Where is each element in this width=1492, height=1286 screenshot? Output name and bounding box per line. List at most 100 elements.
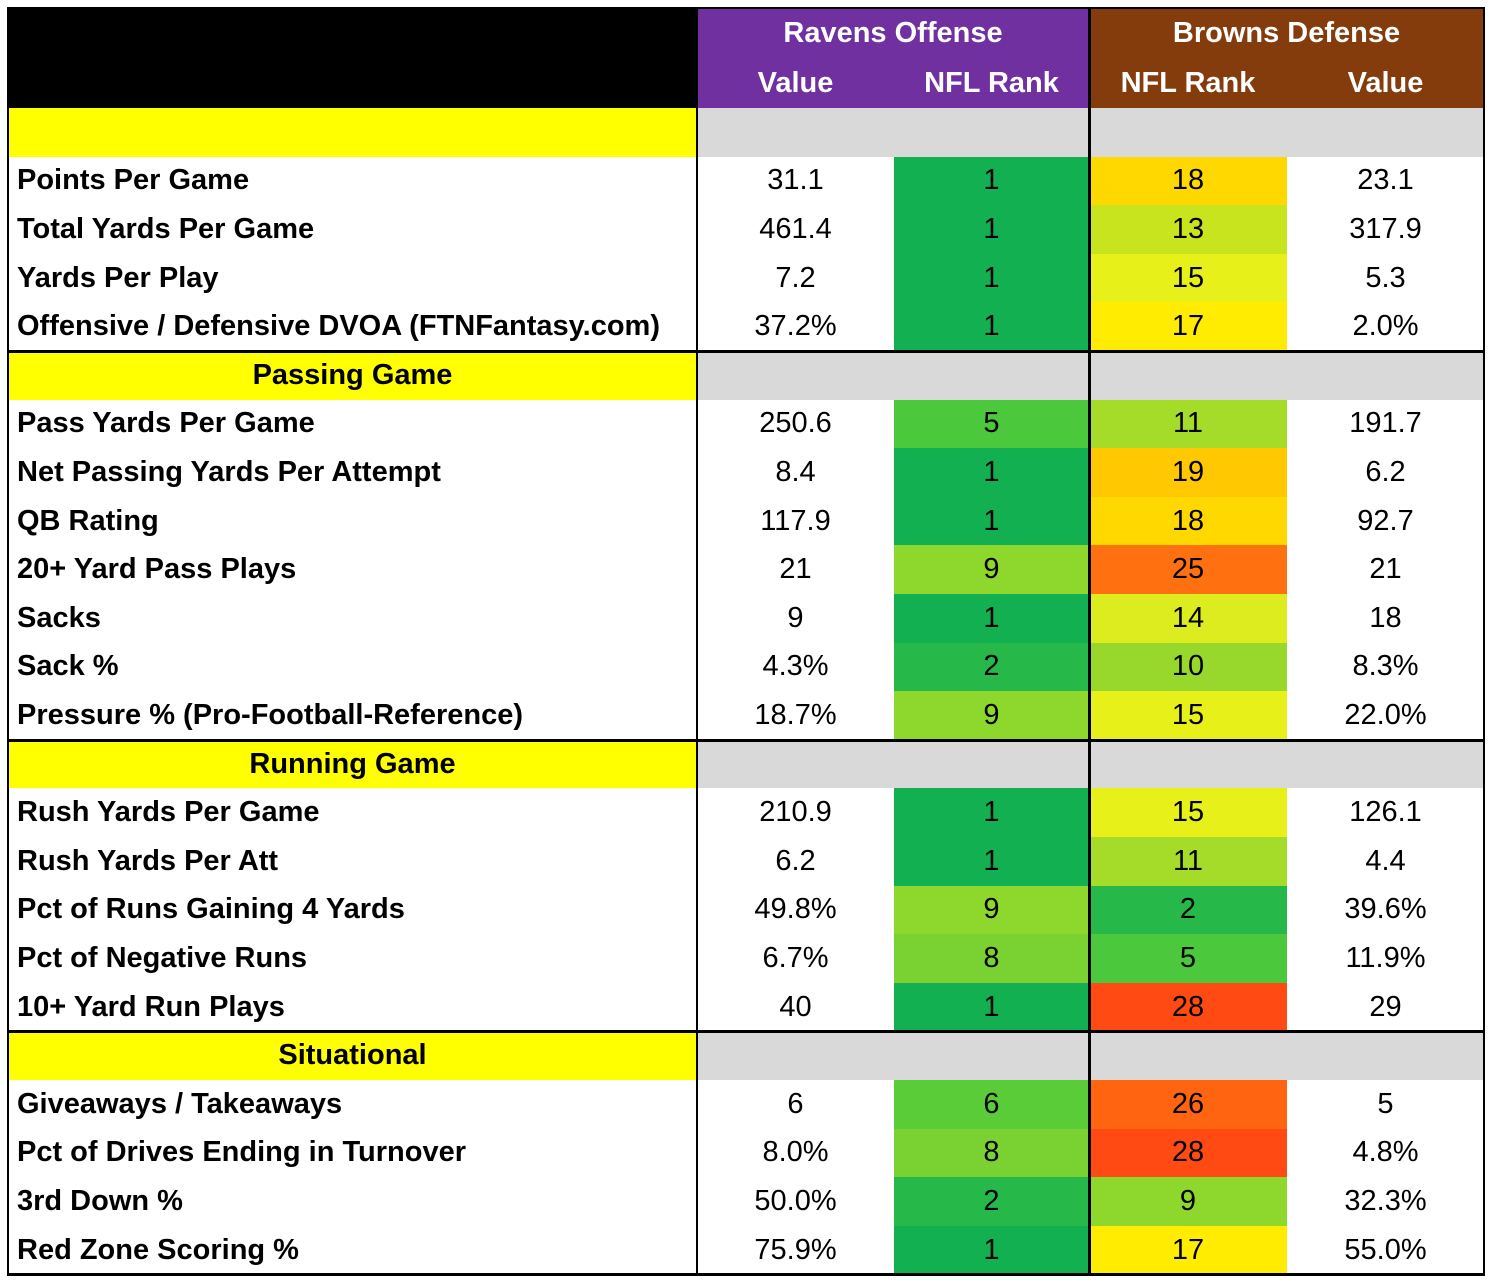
- offense-rank: 1: [894, 205, 1089, 254]
- defense-value: 55.0%: [1344, 1233, 1427, 1266]
- defense-value: 39.6%: [1344, 893, 1427, 926]
- defense-value: 23.1: [1357, 164, 1414, 197]
- offense-value: 6.2: [775, 844, 816, 877]
- offense-rank: 8: [894, 934, 1089, 983]
- offense-value-header: Value: [757, 66, 834, 99]
- offense-value: 6: [787, 1087, 804, 1120]
- defense-rank: 13: [1089, 205, 1287, 254]
- offense-value: 117.9: [760, 504, 831, 537]
- defense-value: 317.9: [1349, 212, 1422, 245]
- offense-value: 21: [779, 553, 812, 586]
- offense-title: Ravens Offense: [783, 16, 1003, 49]
- offense-value: 9: [787, 601, 804, 634]
- defense-rank: 15: [1089, 691, 1287, 740]
- defense-value: 92.7: [1357, 504, 1414, 537]
- defense-rank: 28: [1089, 982, 1287, 1032]
- defense-value: 2.0%: [1352, 310, 1419, 343]
- defense-rank: 15: [1089, 253, 1287, 303]
- section-title: [8, 108, 697, 157]
- offense-rank: 8: [894, 1128, 1089, 1178]
- defense-value: 5: [1377, 1087, 1394, 1120]
- defense-value: 4.8%: [1352, 1136, 1419, 1169]
- offense-value: 8.0%: [762, 1136, 829, 1169]
- offense-rank: 1: [894, 448, 1089, 497]
- offense-value: 49.8%: [754, 893, 837, 926]
- stat-label: Sack %: [17, 650, 119, 683]
- section-divider: [7, 738, 1485, 742]
- defense-value: 8.3%: [1352, 650, 1419, 683]
- offense-value: 37.2%: [754, 310, 837, 343]
- stat-label: Points Per Game: [17, 164, 250, 197]
- offense-value: 75.9%: [754, 1233, 837, 1266]
- table-border-bottom: [7, 1273, 1485, 1277]
- offense-value: 4.3%: [762, 650, 829, 683]
- defense-rank: 15: [1089, 788, 1287, 837]
- offense-value: 7.2: [775, 261, 816, 294]
- defense-rank: 10: [1089, 642, 1287, 692]
- defense-value: 22.0%: [1344, 698, 1427, 731]
- defense-rank: 11: [1089, 837, 1287, 886]
- offense-rank: 1: [894, 837, 1089, 886]
- offense-value: 50.0%: [754, 1184, 837, 1217]
- stat-label: Rush Yards Per Game: [17, 796, 320, 829]
- offense-rank: 2: [894, 642, 1089, 692]
- offense-value: 210.9: [759, 796, 832, 829]
- table-border-left: [7, 7, 9, 1276]
- stat-label: 10+ Yard Run Plays: [17, 990, 285, 1023]
- stat-label: Yards Per Play: [17, 261, 219, 294]
- defense-rank: 17: [1089, 1225, 1287, 1275]
- defense-rank: 25: [1089, 545, 1287, 594]
- offense-rank: 1: [894, 253, 1089, 303]
- defense-value: 11.9%: [1345, 941, 1426, 974]
- section-title: Situational: [8, 1031, 697, 1080]
- offense-rank: 9: [894, 545, 1089, 594]
- offense-rank: 1: [894, 302, 1089, 351]
- stat-label: Pass Yards Per Game: [17, 407, 315, 440]
- defense-rank: 11: [1089, 399, 1287, 449]
- offense-rank: 5: [894, 399, 1089, 449]
- defense-rank: 9: [1089, 1177, 1287, 1226]
- defense-value: 29: [1369, 990, 1402, 1023]
- defense-value: 4.4: [1365, 844, 1406, 877]
- header-corner: [8, 8, 697, 108]
- section-title: Running Game: [8, 739, 697, 789]
- offense-value: 40: [779, 990, 812, 1023]
- defense-value: 18: [1369, 601, 1402, 634]
- column-divider: [696, 7, 698, 1276]
- offense-header-bg: [697, 8, 1089, 108]
- offense-rank: 1: [894, 594, 1089, 643]
- defense-rank-header: NFL Rank: [1120, 66, 1256, 99]
- stat-label: Pressure % (Pro-Football-Reference): [17, 698, 524, 731]
- offense-rank: 1: [894, 1225, 1089, 1275]
- stat-label: Giveaways / Takeaways: [17, 1087, 343, 1120]
- defense-rank: 5: [1089, 934, 1287, 983]
- defense-value: 21: [1369, 553, 1402, 586]
- defense-rank: 26: [1089, 1080, 1287, 1129]
- offense-rank: 9: [894, 691, 1089, 740]
- defense-rank: 2: [1089, 885, 1287, 935]
- stat-label: Total Yards Per Game: [17, 212, 315, 245]
- defense-rank: 19: [1089, 448, 1287, 497]
- stat-label: Pct of Drives Ending in Turnover: [17, 1136, 467, 1169]
- offense-rank: 2: [894, 1177, 1089, 1226]
- section-title: Passing Game: [8, 351, 697, 400]
- defense-value: 5.3: [1365, 261, 1406, 294]
- defense-value: 6.2: [1365, 455, 1406, 488]
- stat-label: Red Zone Scoring %: [17, 1233, 299, 1266]
- offense-rank: 1: [894, 982, 1089, 1032]
- offense-value: 250.6: [759, 407, 832, 440]
- offense-rank: 9: [894, 885, 1089, 935]
- defense-rank: 14: [1089, 594, 1287, 643]
- offense-value: 8.4: [775, 455, 816, 488]
- stat-label: 20+ Yard Pass Plays: [17, 553, 297, 586]
- offense-rank: 1: [894, 788, 1089, 837]
- stat-label: Net Passing Yards Per Attempt: [17, 455, 441, 488]
- offense-rank: 6: [894, 1080, 1089, 1129]
- offense-value: 18.7%: [754, 698, 837, 731]
- stat-label: 3rd Down %: [17, 1184, 183, 1217]
- section-divider: [7, 350, 1485, 353]
- offense-value: 461.4: [759, 212, 832, 245]
- defense-value: 191.7: [1349, 407, 1422, 440]
- section-divider: [7, 1030, 1485, 1034]
